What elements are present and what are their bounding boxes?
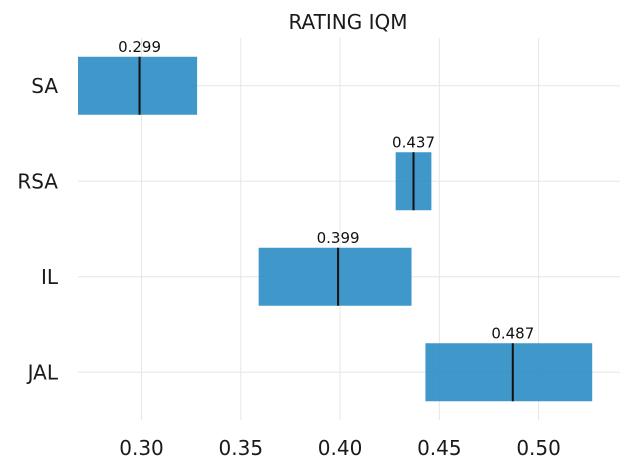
data-label: 0.437 [392, 133, 435, 151]
data-label: 0.399 [317, 229, 360, 247]
interval-bar [78, 56, 198, 115]
x-tick-label: 0.40 [318, 436, 363, 460]
x-tick-label: 0.35 [219, 436, 264, 460]
category-label: RSA [17, 169, 58, 193]
data-label: 0.487 [491, 324, 534, 342]
interval-bar [258, 247, 412, 306]
data-label: 0.299 [118, 38, 161, 56]
bar-layer [78, 56, 593, 402]
category-label: JAL [26, 360, 59, 384]
category-label: SA [31, 74, 58, 98]
interval-bar [425, 343, 593, 402]
x-tick-label: 0.50 [516, 436, 561, 460]
x-tick-label: 0.45 [417, 436, 462, 460]
x-tick-label: 0.30 [119, 436, 164, 460]
chart-title: RATING IQM [288, 10, 407, 34]
label-layer: 0.30 0.35 0.40 0.45 0.50 0.299 SA 0.437 RSA 0.399… [17, 38, 561, 460]
category-label: IL [41, 265, 59, 289]
